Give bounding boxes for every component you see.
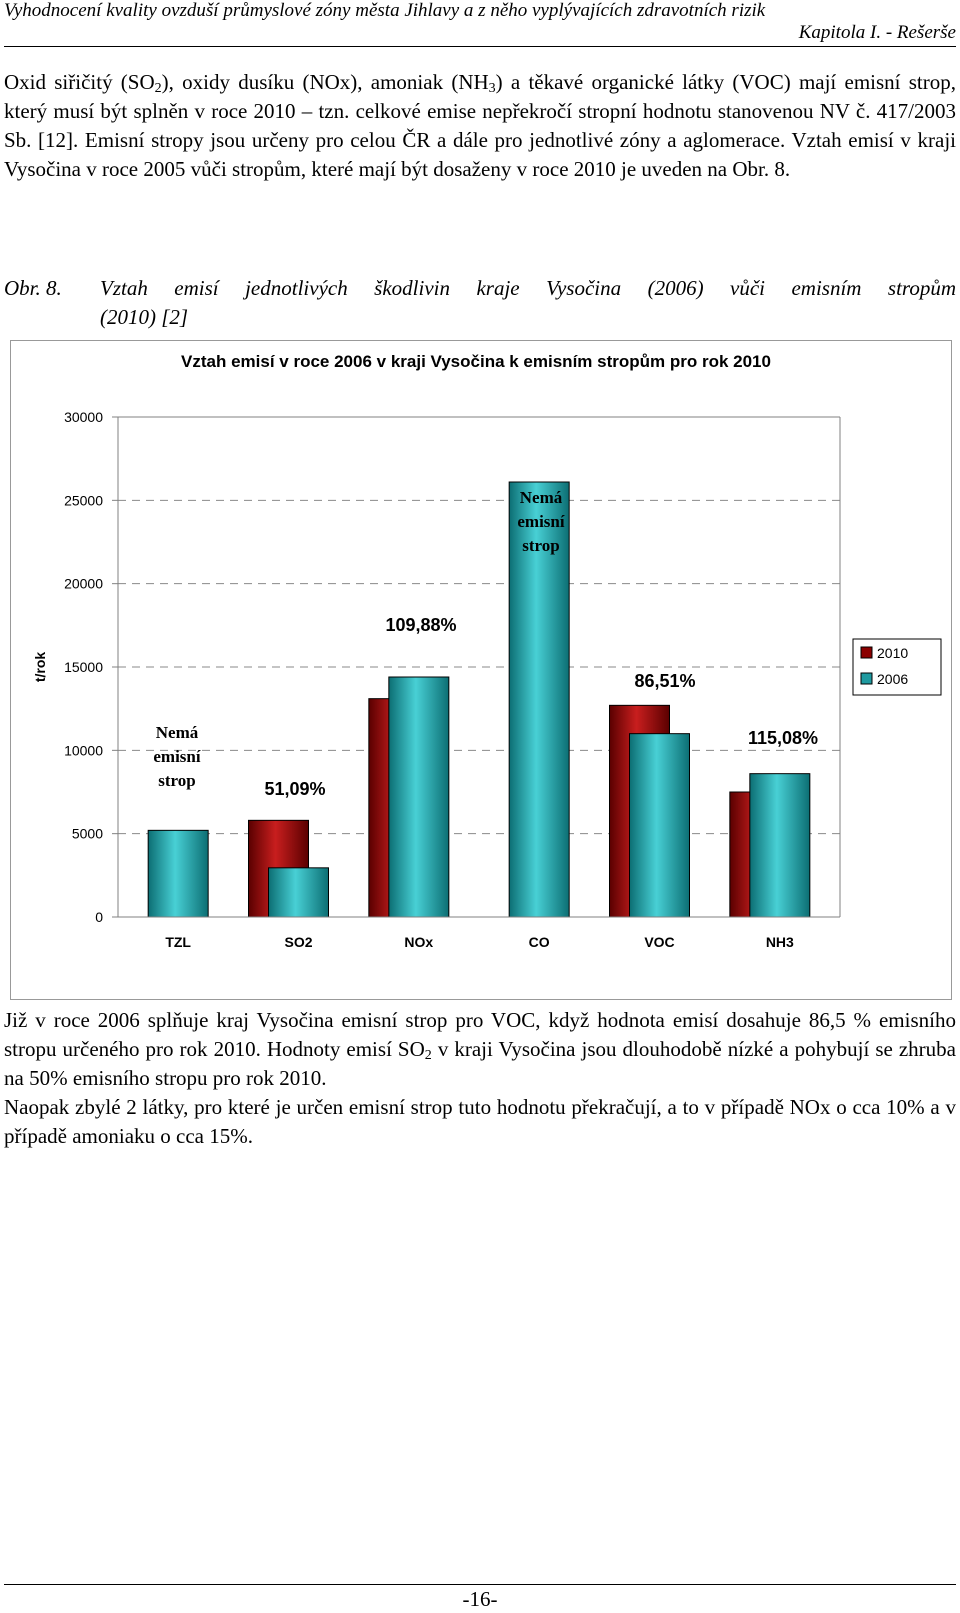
header-rule xyxy=(4,46,956,47)
y-axis-label: t/rok xyxy=(32,652,48,683)
x-tick-label-CO: CO xyxy=(529,934,550,950)
legend-label-2006: 2006 xyxy=(877,671,908,687)
legend-label-2010: 2010 xyxy=(877,645,908,661)
y-tick-label-10000: 10000 xyxy=(64,742,103,758)
running-header-chapter: Kapitola I. - Rešerše xyxy=(798,22,956,43)
annotation-TZL-1: emisní xyxy=(153,747,201,766)
conclusion-paragraph: Již v roce 2006 splňuje kraj Vysočina em… xyxy=(4,1006,956,1151)
conclusion-paragraph-2: Naopak zbylé 2 látky, pro které je určen… xyxy=(4,1095,956,1148)
bar-2006-VOC xyxy=(629,733,690,918)
bar-2006-SO2 xyxy=(268,867,329,918)
annotation-VOC-0: 86,51% xyxy=(634,671,695,691)
y-tick-label-5000: 5000 xyxy=(72,826,103,842)
footer-rule xyxy=(4,1584,956,1585)
annotation-TZL-2: strop xyxy=(158,771,195,790)
figure-caption-line1: Vztah emisí jednotlivých škodlivin kraje… xyxy=(100,276,956,300)
annotation-TZL-0: Nemá xyxy=(156,723,199,742)
bar-2006-TZL xyxy=(147,829,209,918)
y-tick-label-20000: 20000 xyxy=(64,576,103,592)
figure-number: Obr. 8. xyxy=(4,276,62,300)
bar-2006-CO xyxy=(508,481,570,918)
y-tick-label-30000: 30000 xyxy=(64,409,103,425)
annotation-CO-2: strop xyxy=(522,536,559,555)
emission-chart: Vztah emisí v roce 2006 v kraji Vysočina… xyxy=(10,340,952,1000)
y-tick-label-0: 0 xyxy=(95,909,103,925)
annotation-CO-0: Nemá xyxy=(520,488,563,507)
page-number: -16- xyxy=(462,1587,498,1611)
intro-paragraph: Oxid siřičitý (SO2), oxidy dusíku (NOx),… xyxy=(4,70,956,181)
x-tick-label-NH3: NH3 xyxy=(766,934,794,950)
bar-2006-NH3 xyxy=(749,773,811,918)
x-tick-label-NOx: NOx xyxy=(404,934,433,950)
running-header-title: Vyhodnocení kvality ovzduší průmyslové z… xyxy=(4,0,766,21)
chart-title: Vztah emisí v roce 2006 v kraji Vysočina… xyxy=(181,352,771,371)
emission-chart-svg: Vztah emisí v roce 2006 v kraji Vysočina… xyxy=(32,352,942,950)
annotation-CO-1: emisní xyxy=(517,512,565,531)
bar-2006-NOx xyxy=(388,676,450,918)
x-tick-label-SO2: SO2 xyxy=(284,934,312,950)
annotation-NOx-0: 109,88% xyxy=(385,615,456,635)
legend-swatch-2006 xyxy=(860,672,873,685)
y-tick-label-15000: 15000 xyxy=(64,659,103,675)
x-tick-label-VOC: VOC xyxy=(644,934,674,950)
annotation-NH3-0: 115,08% xyxy=(748,728,818,748)
x-tick-label-TZL: TZL xyxy=(165,934,191,950)
annotation-SO2-0: 51,09% xyxy=(264,779,325,799)
y-tick-label-25000: 25000 xyxy=(64,492,103,508)
figure-caption-line2: (2010) [2] xyxy=(100,305,189,329)
legend-swatch-2010 xyxy=(860,646,873,659)
